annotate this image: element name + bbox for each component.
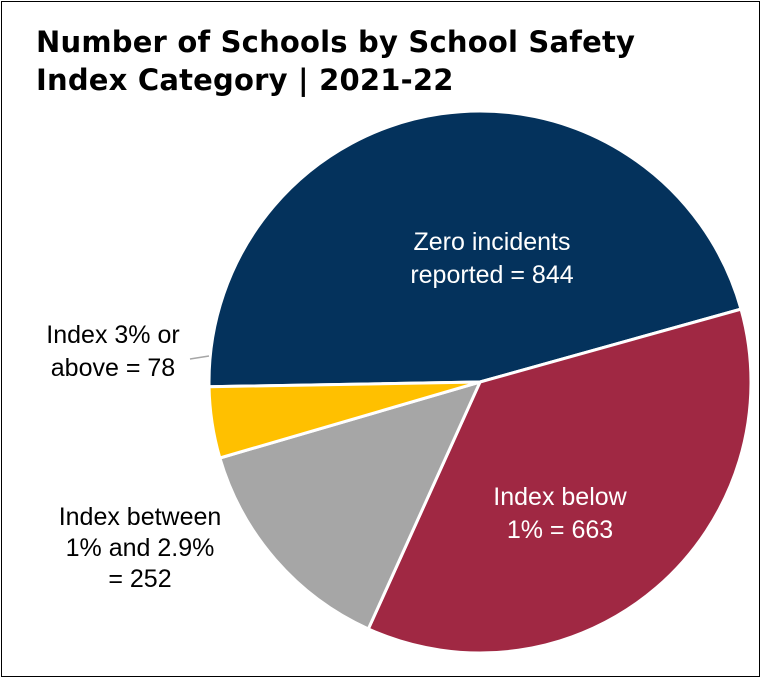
chart-title: Number of Schools by School Safety Index…	[36, 23, 635, 99]
slice-label-1-line-1: Zero incidents	[413, 228, 570, 256]
slice-label-4-line-2: above = 78	[51, 354, 175, 382]
slice-label-3-line-1: Index between	[59, 503, 222, 531]
slice-label-3: Index between 1% and 2.9% = 252	[59, 503, 222, 593]
chart-title-line-2: Index Category | 2021-22	[36, 63, 454, 97]
pie-slice-4	[207, 380, 482, 460]
slice-label-2-line-2: 1% = 663	[507, 516, 613, 544]
slice-label-4: Index 3% or above = 78	[46, 321, 179, 382]
chart-title-line-1: Number of Schools by School Safety	[36, 25, 636, 59]
slice-label-1-line-2: reported = 844	[410, 261, 573, 289]
slice-label-3-line-2: 1% and 2.9%	[66, 534, 215, 562]
slice-label-2: Index below 1% = 663	[493, 483, 627, 544]
slice-label-2-line-1: Index below	[493, 483, 627, 511]
pie-slice-1	[207, 109, 743, 389]
slice-label-1: Zero incidents reported = 844	[410, 228, 573, 289]
pie-slice-2	[366, 307, 753, 655]
pie-slice-3	[218, 380, 482, 631]
slice-label-3-line-3: = 252	[108, 565, 171, 593]
slice-label-4-line-1: Index 3% or	[46, 321, 179, 349]
leader-line-4	[189, 355, 210, 360]
